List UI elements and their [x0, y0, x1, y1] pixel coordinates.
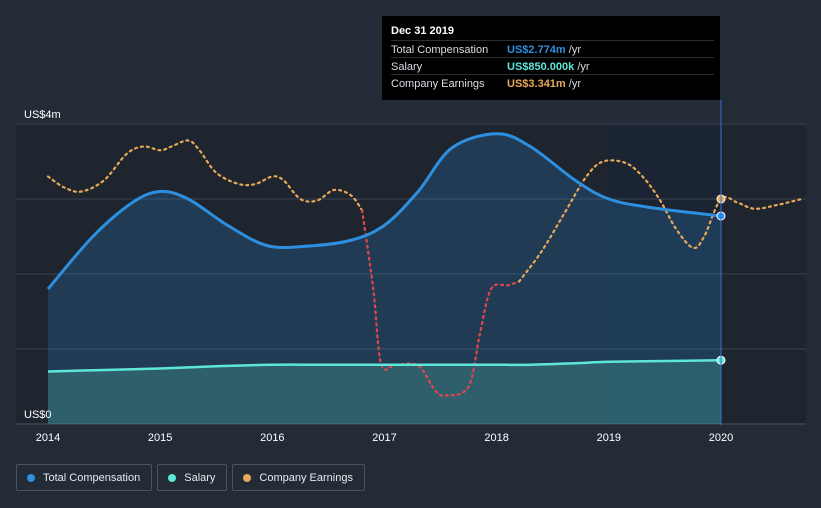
tooltip-row-total-compensation: Total Compensation US$2.774m /yr — [391, 40, 714, 58]
y-tick-label: US$0 — [24, 409, 52, 421]
legend-item-company-earnings[interactable]: Company Earnings — [232, 464, 365, 491]
series-lines — [46, 132, 803, 397]
tooltip-label: Salary — [391, 61, 423, 73]
x-tick-label: 2014 — [36, 432, 60, 444]
total-compensation-line — [46, 132, 722, 290]
chart-tooltip: Dec 31 2019 Total Compensation US$2.774m… — [382, 16, 720, 100]
total-compensation-area — [48, 133, 721, 424]
tooltip-unit: /yr — [568, 78, 582, 90]
tooltip-value-text: US$850.000k — [507, 61, 575, 73]
tooltip-row-salary: Salary US$850.000k /yr — [391, 57, 714, 75]
tooltip-unit: /yr — [577, 61, 590, 73]
x-axis: 2014 2015 2016 2017 2018 2019 2020 — [36, 432, 733, 444]
company-earnings-decline-line — [360, 209, 521, 397]
tooltip-value-text: US$2.774m — [507, 44, 566, 56]
legend-item-total-compensation[interactable]: Total Compensation — [16, 464, 153, 491]
tooltip-label: Company Earnings — [391, 78, 485, 90]
tooltip-row-company-earnings: Company Earnings US$3.341m /yr — [391, 74, 714, 92]
legend-label: Company Earnings — [259, 471, 353, 484]
tooltip-unit: /yr — [568, 44, 582, 56]
x-tick-label: 2016 — [260, 432, 284, 444]
tooltip-value-text: US$3.341m — [507, 78, 566, 90]
tooltip-value: US$2.774m /yr — [507, 44, 581, 56]
tooltip-value: US$850.000k /yr — [507, 61, 590, 73]
company-earnings-line — [518, 159, 803, 283]
x-tick-label: 2015 — [148, 432, 172, 444]
legend-dot-icon — [168, 473, 177, 482]
legend-dot-icon — [27, 473, 35, 482]
y-axis: US$4m US$0 — [24, 109, 61, 421]
tooltip-value: US$3.341m /yr — [507, 78, 581, 90]
x-tick-label: 2017 — [372, 432, 396, 444]
x-tick-label: 2020 — [709, 432, 733, 444]
y-tick-label: US$4m — [24, 109, 61, 121]
legend-dot-icon — [243, 473, 252, 482]
legend: Total Compensation Salary Company Earnin… — [16, 464, 365, 491]
legend-label: Salary — [184, 471, 216, 484]
gridlines — [16, 123, 806, 425]
legend-label: Total Compensation — [43, 471, 141, 484]
tooltip-date: Dec 31 2019 — [391, 25, 454, 37]
series-areas — [48, 133, 721, 424]
tooltip-label: Total Compensation — [391, 44, 489, 56]
x-tick-label: 2019 — [597, 432, 621, 444]
salary-area — [48, 360, 721, 424]
x-tick-label: 2018 — [484, 432, 508, 444]
legend-item-salary[interactable]: Salary — [157, 464, 228, 491]
salary-line — [47, 359, 722, 373]
company-earnings-line — [46, 139, 364, 212]
